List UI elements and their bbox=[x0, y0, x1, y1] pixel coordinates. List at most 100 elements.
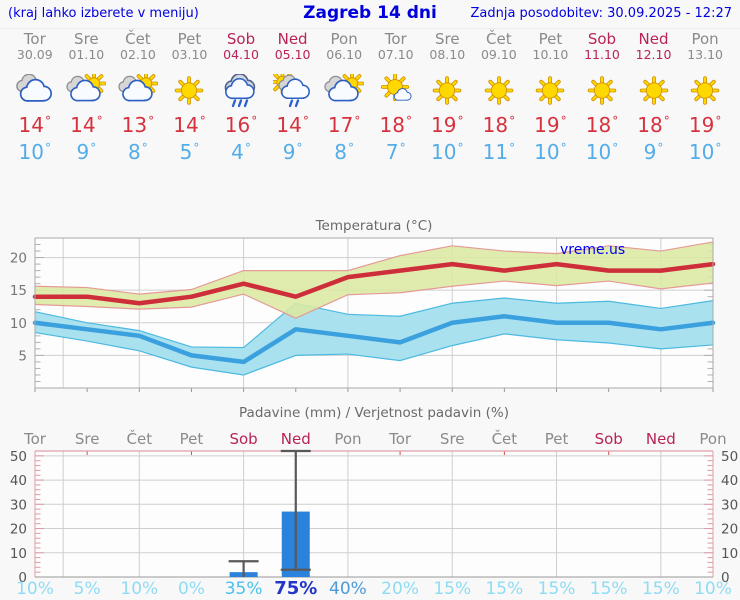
degree-sign: ° bbox=[560, 114, 567, 128]
sunny-icon bbox=[690, 76, 720, 105]
tmax-cell: 14° bbox=[9, 112, 61, 139]
degree-sign: ° bbox=[457, 141, 464, 155]
sunny-icon bbox=[175, 76, 204, 105]
weather-icon-cell bbox=[679, 74, 731, 108]
day-name: Ned bbox=[638, 30, 669, 48]
day-name: Pet bbox=[177, 30, 202, 48]
precip-day-label: Pet bbox=[545, 430, 569, 448]
tmin-value: 10° bbox=[688, 140, 722, 164]
day-name: Sre bbox=[74, 30, 99, 48]
precip-probability: 5% bbox=[74, 579, 101, 599]
tmax-cell: 18° bbox=[576, 112, 628, 139]
tmax-value: 19° bbox=[688, 113, 722, 137]
tmax-value: 18° bbox=[482, 113, 516, 137]
day-column: Tor 30.09 bbox=[9, 31, 61, 62]
weather-icon-cell bbox=[112, 74, 164, 108]
day-date: 03.10 bbox=[171, 47, 208, 62]
svg-text:20: 20 bbox=[721, 522, 738, 538]
tmin-value: 9° bbox=[76, 140, 97, 164]
tmin-cell: 4° bbox=[215, 139, 267, 166]
tmax-value: 19° bbox=[534, 113, 567, 137]
menu-hint-note: (kraj lahko izberete v meniju) bbox=[8, 6, 199, 21]
tmax-value: 14° bbox=[276, 113, 309, 137]
degree-sign: ° bbox=[715, 141, 722, 155]
day-date: 07.10 bbox=[377, 47, 414, 62]
degree-sign: ° bbox=[612, 114, 619, 128]
sun-shower-icon bbox=[272, 74, 310, 108]
tmax-range bbox=[34, 241, 714, 319]
weather-icon-cell bbox=[164, 74, 216, 108]
day-name: Sob bbox=[587, 30, 617, 48]
day-column: Pet 03.10 bbox=[164, 31, 216, 62]
degree-sign: ° bbox=[244, 141, 251, 155]
precip-day-label: Sre bbox=[440, 430, 465, 448]
tmax-cell: 18° bbox=[473, 112, 525, 139]
tmin-value: 9° bbox=[282, 140, 303, 164]
day-column: Sre 08.10 bbox=[422, 31, 474, 62]
day-date: 05.10 bbox=[274, 47, 311, 62]
precip-day-label: Čet bbox=[127, 429, 153, 448]
tmin-value: 10° bbox=[585, 140, 619, 164]
day-date: 30.09 bbox=[16, 47, 53, 62]
day-date: 01.10 bbox=[68, 47, 105, 62]
precip-probability: 10% bbox=[16, 579, 54, 599]
precipitation-chart: Padavine (mm) / Verjetnost padavin (%) To… bbox=[10, 405, 738, 599]
partly-cloudy-icon bbox=[324, 74, 365, 102]
tmin-value: 4° bbox=[231, 140, 251, 164]
svg-text:30: 30 bbox=[721, 497, 738, 513]
degree-sign: ° bbox=[302, 114, 309, 128]
day-column: Pon 06.10 bbox=[318, 31, 370, 62]
weather-icon-cell bbox=[628, 74, 680, 108]
tmax-value: 14° bbox=[70, 113, 103, 137]
tmax-value: 19° bbox=[431, 113, 464, 137]
svg-text:50: 50 bbox=[721, 449, 738, 465]
svg-text:15: 15 bbox=[10, 283, 27, 299]
weather-icon-cell bbox=[9, 74, 61, 108]
page-header: (kraj lahko izberete v meniju) Zagreb 14… bbox=[0, 0, 740, 29]
degree-sign: ° bbox=[148, 114, 155, 128]
watermark-link: vreme.us bbox=[560, 242, 625, 258]
tmax-value: 13° bbox=[121, 113, 155, 137]
day-name: Čet bbox=[486, 30, 512, 48]
precip-probability: 0% bbox=[178, 579, 205, 599]
precip-probability: 15% bbox=[642, 579, 680, 599]
svg-text:10: 10 bbox=[721, 546, 738, 562]
tmax-value: 14° bbox=[18, 113, 51, 137]
tmin-cell: 9° bbox=[628, 139, 680, 166]
precip-probability: 10% bbox=[120, 579, 158, 599]
last-update-label: Zadnja posodobitev: 30.09.2025 - 12:27 bbox=[470, 6, 732, 21]
day-name: Sre bbox=[434, 30, 460, 48]
temperature-chart: 5 10 15 20 Temperatura (°C) vreme.us bbox=[10, 218, 716, 392]
day-name: Sob bbox=[226, 30, 256, 48]
tmax-value: 18° bbox=[637, 113, 670, 137]
svg-text:40: 40 bbox=[10, 473, 27, 489]
degree-sign: ° bbox=[657, 141, 664, 155]
degree-sign: ° bbox=[354, 114, 361, 128]
weather-icon-cell bbox=[61, 74, 113, 108]
tmax-value: 18° bbox=[379, 113, 412, 137]
tmax-value: 14° bbox=[173, 113, 206, 137]
svg-text:40: 40 bbox=[721, 473, 738, 489]
precip-day-label: Ned bbox=[281, 430, 311, 448]
degree-sign: ° bbox=[457, 114, 464, 128]
degree-sign: ° bbox=[509, 141, 516, 155]
sunny-icon bbox=[432, 76, 462, 105]
weather-icon-cell bbox=[576, 74, 628, 108]
sunny-icon bbox=[587, 76, 617, 105]
degree-sign: ° bbox=[45, 114, 51, 128]
tmax-cell: 14° bbox=[164, 112, 216, 139]
precip-probability: 40% bbox=[329, 579, 367, 599]
precip-day-label: Pet bbox=[180, 430, 204, 448]
svg-text:Padavine (mm) / Verjetnost pad: Padavine (mm) / Verjetnost padavin (%) bbox=[239, 405, 509, 421]
svg-text:50: 50 bbox=[10, 449, 27, 465]
page-title: Zagreb 14 dni bbox=[303, 3, 437, 23]
day-column: Tor 07.10 bbox=[370, 31, 422, 62]
precip-probability: 15% bbox=[538, 579, 576, 599]
sunny-icon bbox=[536, 76, 565, 105]
tmax-cell: 18° bbox=[628, 112, 680, 139]
precip-probability: 15% bbox=[590, 579, 628, 599]
tmax-cell: 19° bbox=[525, 112, 577, 139]
weather-icon-cell bbox=[370, 74, 422, 108]
tmin-cell: 11° bbox=[473, 139, 525, 166]
